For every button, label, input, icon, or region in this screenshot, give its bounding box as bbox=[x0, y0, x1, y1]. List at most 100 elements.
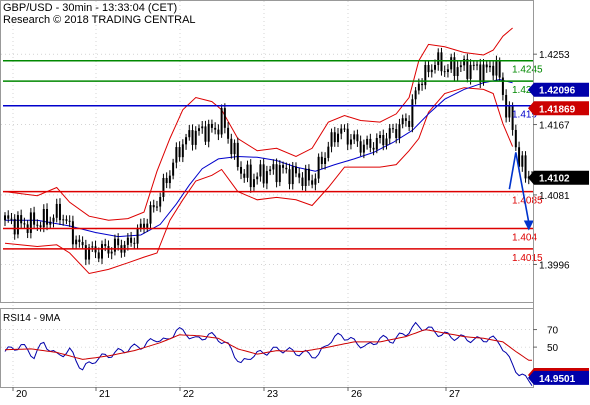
price-tick-label: 1.4167 bbox=[539, 121, 570, 132]
candle-body bbox=[337, 133, 340, 143]
value-badge-box bbox=[528, 101, 589, 116]
price-tick-label: 1.4081 bbox=[539, 191, 570, 202]
candle-body bbox=[52, 217, 55, 222]
candle-body bbox=[117, 238, 120, 246]
candle-body bbox=[291, 166, 294, 185]
candle-body bbox=[252, 179, 255, 188]
candle-body bbox=[330, 132, 333, 147]
price-tick-label: 1.3996 bbox=[539, 260, 570, 271]
candle-body bbox=[443, 71, 446, 73]
candle-body bbox=[7, 215, 10, 219]
candle-body bbox=[301, 177, 304, 186]
candle-body bbox=[343, 128, 346, 130]
value-badge: 14.9501 bbox=[528, 370, 589, 385]
levels-layer: 1.4245 1.422 1.419 1.4085 1.404 1.4015 bbox=[3, 59, 543, 264]
candle-body bbox=[104, 244, 107, 247]
candle-body bbox=[521, 155, 524, 167]
candle-body bbox=[136, 227, 139, 244]
candle-body bbox=[395, 129, 398, 139]
candle-body bbox=[333, 132, 336, 143]
value-badge-box bbox=[528, 370, 589, 385]
candle-body bbox=[427, 64, 430, 73]
candle-body bbox=[518, 147, 521, 167]
candle-body bbox=[197, 128, 200, 131]
candle-body bbox=[307, 168, 310, 181]
value-badge: 1.4102 bbox=[528, 170, 589, 185]
candle-body bbox=[84, 245, 87, 260]
candle-body bbox=[459, 65, 462, 68]
candle-body bbox=[421, 83, 424, 86]
candle-body bbox=[498, 60, 501, 78]
candle-body bbox=[265, 171, 268, 184]
value-badge-text: 14.9501 bbox=[539, 374, 576, 385]
candle-body bbox=[391, 128, 394, 130]
candle-body bbox=[482, 64, 485, 83]
candle-body bbox=[501, 77, 504, 95]
candle-body bbox=[346, 128, 349, 145]
candles-layer bbox=[4, 47, 533, 266]
candle-body bbox=[75, 239, 78, 245]
candle-body bbox=[317, 156, 320, 179]
candle-body bbox=[55, 203, 58, 218]
candle-body bbox=[175, 147, 178, 163]
candle-body bbox=[58, 203, 61, 221]
candle-body bbox=[23, 223, 26, 225]
candle-body bbox=[362, 144, 365, 153]
candle-body bbox=[91, 246, 94, 248]
candle-body bbox=[414, 90, 417, 100]
candle-body bbox=[256, 176, 259, 180]
chart-subtitle: Research © 2018 TRADING CENTRAL bbox=[3, 14, 196, 26]
candle-body bbox=[278, 165, 281, 183]
value-badge: 1.42096 bbox=[528, 82, 589, 97]
candle-body bbox=[304, 168, 307, 186]
candle-body bbox=[269, 169, 272, 172]
candle-body bbox=[353, 134, 356, 140]
candle-body bbox=[178, 147, 181, 158]
candle-body bbox=[356, 134, 359, 142]
candle-body bbox=[46, 209, 49, 225]
candle-body bbox=[236, 142, 239, 167]
candle-body bbox=[139, 223, 142, 228]
value-badge-text: 1.42096 bbox=[539, 86, 576, 97]
candle-body bbox=[126, 237, 129, 245]
date-tick-label: 22 bbox=[183, 389, 195, 400]
candle-body bbox=[379, 135, 382, 139]
level-label: 1.422 bbox=[512, 85, 537, 96]
level-label: 1.419 bbox=[512, 110, 537, 121]
forecast-arrow-line bbox=[508, 152, 530, 223]
candle-body bbox=[262, 164, 265, 184]
upper-band-line bbox=[4, 27, 513, 221]
candle-body bbox=[324, 157, 327, 165]
candle-body bbox=[220, 108, 223, 135]
candle-body bbox=[375, 138, 378, 150]
candle-body bbox=[240, 166, 243, 174]
candle-body bbox=[20, 215, 23, 224]
candle-body bbox=[97, 252, 100, 259]
candle-body bbox=[107, 246, 110, 254]
candle-body bbox=[162, 177, 165, 197]
candle-body bbox=[243, 173, 246, 178]
candle-body bbox=[10, 218, 13, 220]
candle-body bbox=[88, 247, 91, 260]
candle-body bbox=[217, 129, 220, 135]
candle-body bbox=[230, 138, 233, 155]
candle-body bbox=[514, 129, 517, 148]
candle-body bbox=[372, 147, 375, 150]
rsi-layer bbox=[4, 321, 533, 386]
candle-body bbox=[524, 155, 527, 179]
candle-body bbox=[78, 239, 81, 243]
candle-body bbox=[81, 242, 84, 246]
candle-body bbox=[149, 205, 152, 224]
price-tick-label: 1.4253 bbox=[539, 50, 570, 61]
axes-layer: 20 21 22 23 26 27 1.4253 1.4167 1.4081 1.3996 70 50 bbox=[0, 0, 570, 400]
candle-body bbox=[488, 65, 491, 68]
candle-body bbox=[259, 164, 262, 177]
candle-body bbox=[288, 169, 291, 185]
candle-body bbox=[272, 164, 275, 170]
candle-body bbox=[434, 65, 437, 70]
candle-body bbox=[100, 244, 103, 259]
date-tick-label: 21 bbox=[99, 389, 111, 400]
candle-body bbox=[223, 108, 226, 128]
candle-body bbox=[285, 167, 288, 170]
value-badge-box bbox=[528, 82, 589, 97]
